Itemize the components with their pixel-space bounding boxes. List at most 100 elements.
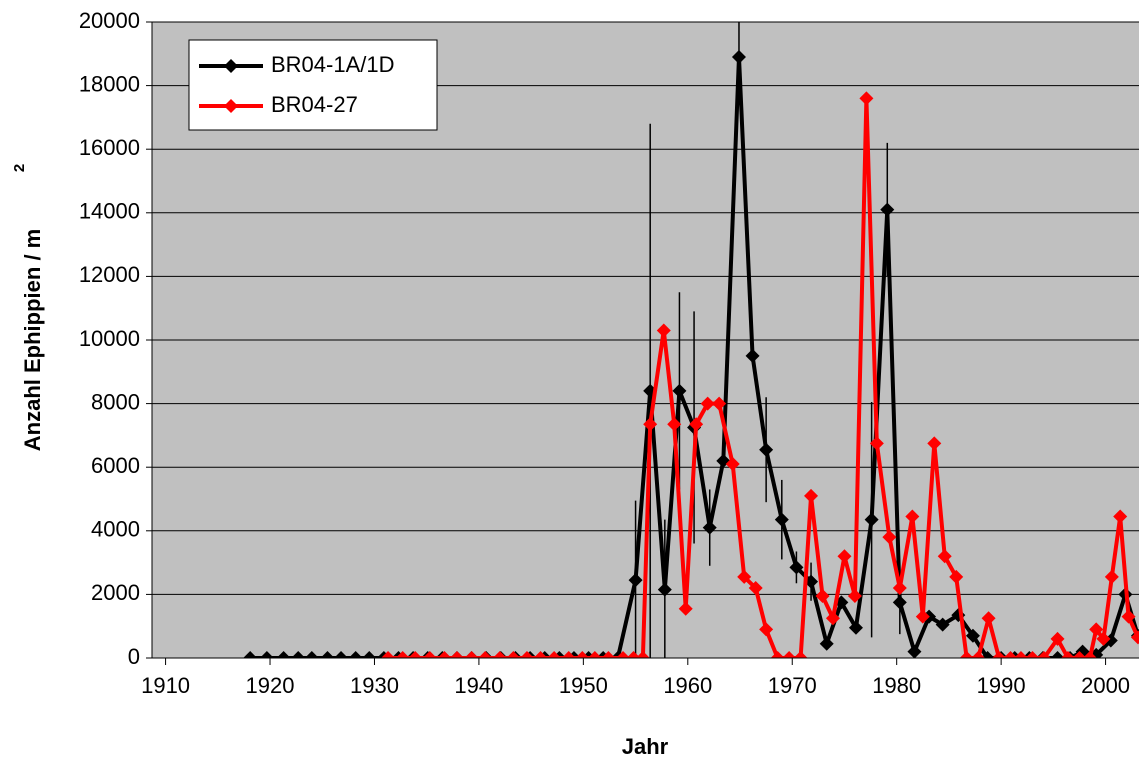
point-marker bbox=[825, 611, 840, 626]
legend-marker bbox=[224, 99, 238, 113]
point-marker bbox=[547, 651, 562, 658]
point-marker bbox=[437, 651, 452, 658]
point-marker bbox=[759, 442, 774, 457]
point-marker bbox=[689, 417, 704, 432]
point-marker bbox=[656, 323, 671, 338]
point-marker bbox=[626, 651, 641, 658]
point-marker bbox=[992, 651, 1007, 658]
y-axis-title: Anzahl Ephippien / m bbox=[20, 229, 45, 451]
point-marker bbox=[927, 436, 942, 451]
point-marker bbox=[601, 651, 616, 658]
point-marker bbox=[320, 651, 335, 658]
point-marker bbox=[672, 383, 687, 398]
point-marker bbox=[291, 651, 306, 658]
y-tick-label: 16000 bbox=[79, 135, 140, 160]
legend: BR04-1A/1D BR04-27 bbox=[188, 39, 438, 131]
point-marker bbox=[1113, 509, 1128, 524]
point-marker bbox=[880, 202, 895, 217]
point-marker bbox=[819, 636, 834, 651]
point-marker bbox=[815, 588, 830, 603]
point-marker bbox=[276, 651, 291, 658]
y-tick-label: 12000 bbox=[79, 262, 140, 287]
point-marker bbox=[793, 651, 808, 658]
point-marker bbox=[1130, 630, 1139, 645]
point-marker bbox=[478, 651, 493, 658]
point-marker bbox=[464, 651, 479, 658]
y-tick-label: 20000 bbox=[79, 8, 140, 33]
legend-box bbox=[188, 39, 438, 131]
point-marker bbox=[804, 488, 819, 503]
point-marker bbox=[422, 651, 437, 658]
x-tick-label: 1940 bbox=[454, 673, 503, 698]
point-marker bbox=[981, 611, 996, 626]
point-marker bbox=[937, 549, 952, 564]
point-marker bbox=[848, 620, 863, 635]
point-marker bbox=[506, 651, 521, 658]
point-marker bbox=[643, 417, 658, 432]
point-marker bbox=[935, 617, 950, 632]
point-marker bbox=[731, 49, 746, 64]
point-marker bbox=[759, 622, 774, 637]
x-tick-label: 1990 bbox=[977, 673, 1026, 698]
point-marker bbox=[859, 91, 874, 106]
point-marker bbox=[892, 595, 907, 610]
point-marker bbox=[1013, 651, 1028, 658]
point-marker bbox=[905, 509, 920, 524]
point-marker bbox=[748, 581, 763, 596]
legend-label: BR04-1A/1D bbox=[271, 52, 395, 77]
point-marker bbox=[959, 651, 974, 658]
point-marker bbox=[837, 549, 852, 564]
point-marker bbox=[492, 651, 507, 658]
point-marker bbox=[971, 651, 986, 658]
y-tick-label: 14000 bbox=[79, 199, 140, 224]
point-marker bbox=[745, 348, 760, 363]
point-marker bbox=[1060, 651, 1075, 658]
point-marker bbox=[334, 651, 349, 658]
point-marker bbox=[965, 628, 980, 643]
y-tick-label: 6000 bbox=[91, 453, 140, 478]
point-marker bbox=[259, 651, 274, 658]
point-marker bbox=[1025, 651, 1040, 658]
x-tick-label: 1970 bbox=[768, 673, 817, 698]
point-marker bbox=[243, 651, 258, 658]
x-tick-label: 2000 bbox=[1081, 673, 1130, 698]
point-marker bbox=[657, 582, 672, 597]
y-tick-label: 0 bbox=[128, 644, 140, 669]
point-marker bbox=[869, 436, 884, 451]
point-marker bbox=[789, 560, 804, 575]
point-marker bbox=[587, 651, 602, 658]
y-tick-label: 4000 bbox=[91, 517, 140, 542]
point-marker bbox=[847, 588, 862, 603]
point-marker bbox=[408, 651, 423, 658]
point-marker bbox=[362, 651, 377, 658]
point-marker bbox=[774, 512, 789, 527]
x-axis-title: Jahr bbox=[622, 734, 669, 759]
point-marker bbox=[1104, 569, 1119, 584]
y-tick-label: 8000 bbox=[91, 389, 140, 414]
x-tick-label: 1910 bbox=[141, 673, 190, 698]
x-tick-label: 1950 bbox=[559, 673, 608, 698]
point-marker bbox=[1096, 631, 1111, 646]
point-marker bbox=[667, 417, 682, 432]
point-marker bbox=[770, 651, 785, 658]
x-tick-label: 1930 bbox=[350, 673, 399, 698]
point-marker bbox=[561, 651, 576, 658]
point-marker bbox=[1121, 609, 1136, 624]
point-marker bbox=[575, 651, 590, 658]
legend-marker bbox=[224, 59, 238, 73]
point-marker bbox=[1082, 651, 1097, 658]
y-tick-label: 10000 bbox=[79, 326, 140, 351]
point-marker bbox=[700, 396, 715, 411]
point-marker bbox=[635, 651, 650, 658]
point-marker bbox=[882, 530, 897, 545]
point-marker bbox=[1050, 651, 1065, 658]
point-marker bbox=[725, 457, 740, 472]
point-marker bbox=[1050, 631, 1065, 646]
point-marker bbox=[1036, 651, 1051, 658]
x-tick-label: 1960 bbox=[663, 673, 712, 698]
y-tick-label: 2000 bbox=[91, 580, 140, 605]
y-axis-title-group: Anzahl Ephippien / m 2 bbox=[11, 164, 45, 451]
point-marker bbox=[712, 396, 727, 411]
point-marker bbox=[782, 651, 797, 658]
